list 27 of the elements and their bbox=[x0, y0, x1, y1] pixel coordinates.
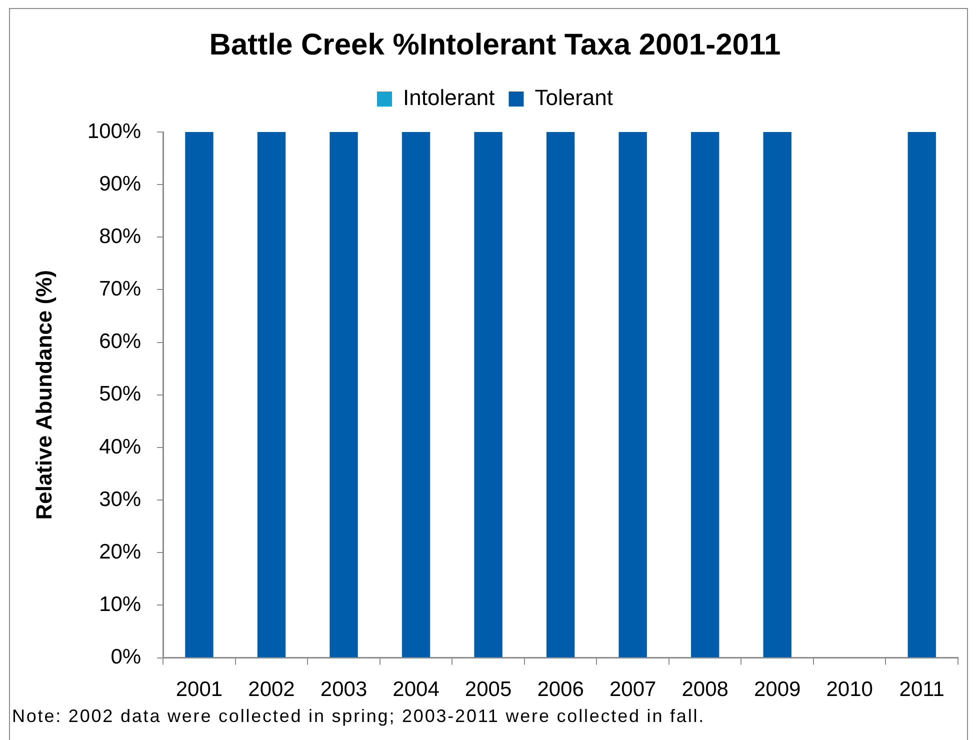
x-tick-label: 2009 bbox=[754, 678, 801, 702]
x-tick-label: 2007 bbox=[609, 678, 656, 702]
x-tick-label: 2005 bbox=[464, 678, 512, 702]
x-tick-label: 2006 bbox=[537, 678, 584, 702]
y-tick-label: 80% bbox=[99, 224, 142, 248]
legend-label: Intolerant bbox=[403, 85, 495, 110]
y-tick-label: 70% bbox=[99, 278, 142, 301]
y-tick-label: 50% bbox=[99, 382, 142, 406]
y-tick-label: 90% bbox=[99, 172, 142, 196]
y-tick-label: 40% bbox=[99, 435, 142, 458]
x-tick-label: 2004 bbox=[392, 678, 440, 702]
chart-title: Battle Creek %Intolerant Taxa 2001-2011 bbox=[209, 28, 781, 62]
y-tick-label: 60% bbox=[99, 330, 142, 354]
x-tick-label: 2002 bbox=[248, 678, 295, 702]
y-tick-label: 20% bbox=[99, 540, 142, 564]
y-tick-label: 100% bbox=[87, 120, 142, 143]
y-axis-title: Relative Abundance (%) bbox=[31, 270, 56, 520]
y-tick-label: 10% bbox=[99, 593, 142, 616]
legend-label: Tolerant bbox=[534, 85, 614, 110]
x-tick-label: 2011 bbox=[899, 678, 944, 702]
x-tick-label: 2003 bbox=[320, 678, 368, 702]
y-tick-label: 0% bbox=[110, 646, 142, 669]
y-tick-label: 30% bbox=[99, 488, 142, 511]
x-tick-label: 2010 bbox=[826, 678, 873, 702]
text: Note: 2002 data were collected in spring; 2003-2011 were collected in fall. bbox=[12, 706, 706, 726]
x-tick-label: 2001 bbox=[176, 678, 223, 702]
x-tick-label: 2008 bbox=[682, 678, 728, 702]
